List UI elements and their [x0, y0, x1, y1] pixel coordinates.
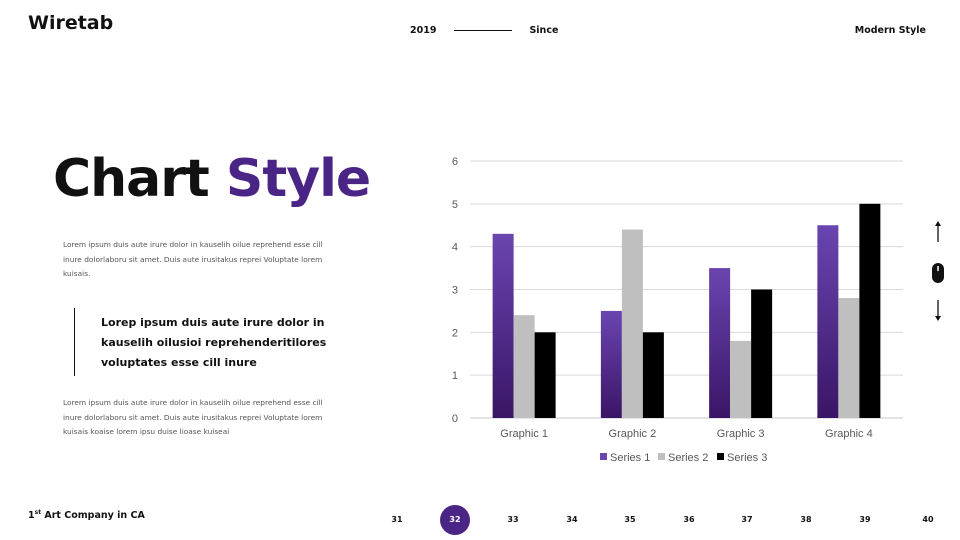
page-32[interactable]: 32 — [440, 505, 470, 535]
body-paragraph-1: Lorem ipsum duis aute irure dolor in kau… — [63, 240, 323, 278]
header-timeline: 2019 Since — [410, 25, 558, 36]
since-label: Since — [529, 25, 559, 36]
page-37[interactable]: 37 — [741, 515, 753, 524]
y-tick-label: 5 — [452, 199, 458, 211]
quote-text: Lorep ipsum duis aute irure dolor in kau… — [101, 316, 327, 369]
bar-series3-cat3 — [751, 289, 773, 418]
page-35[interactable]: 35 — [624, 515, 636, 524]
style-label: Modern Style — [854, 25, 926, 36]
bar-series3-cat2 — [642, 332, 664, 418]
y-tick-label: 1 — [452, 370, 458, 382]
company-ordinal: 1 — [28, 510, 35, 522]
x-tick-label: Graphic 1 — [500, 428, 548, 440]
y-tick-label: 2 — [452, 327, 458, 339]
company-text: Art Company in CA — [41, 510, 145, 522]
legend-label: Series 2 — [668, 452, 708, 464]
bar-series2-cat3 — [730, 340, 752, 418]
company-label: 1st Art Company in CA — [28, 509, 145, 521]
mouse-icon[interactable] — [927, 262, 949, 288]
x-tick-label: Graphic 3 — [717, 428, 765, 440]
bar-series3-cat4 — [859, 203, 881, 418]
timeline-divider — [454, 30, 513, 31]
bar-series1-cat4 — [817, 225, 839, 418]
company-ordinal-suffix: st — [34, 509, 42, 516]
y-tick-label: 0 — [452, 413, 458, 425]
page-38[interactable]: 38 — [800, 515, 812, 524]
y-tick-label: 6 — [452, 156, 458, 168]
page-36[interactable]: 36 — [683, 515, 695, 524]
bar-series1-cat1 — [492, 233, 514, 418]
arrow-down-icon[interactable] — [927, 298, 949, 324]
year-label: 2019 — [410, 25, 437, 36]
bar-series2-cat2 — [621, 229, 643, 418]
page-33[interactable]: 33 — [507, 515, 519, 524]
bar-series1-cat2 — [600, 310, 622, 418]
page-39[interactable]: 39 — [859, 515, 871, 524]
bar-series3-cat1 — [534, 332, 556, 418]
body-paragraph-2: Lorem ipsum duis aute irure dolor in kau… — [63, 398, 323, 436]
pagination: 31 32 33 34 35 36 37 38 39 40 — [380, 505, 940, 535]
page-40[interactable]: 40 — [922, 515, 934, 524]
chart-svg: 0 1 2 3 4 5 6 Graphic 1 Graphic 2 Graphic 3 Graphi… — [452, 156, 903, 464]
quote-divider — [74, 308, 75, 376]
y-tick-label: 3 — [452, 285, 458, 297]
x-tick-label: Graphic 4 — [825, 428, 873, 440]
title-word-2: Style — [225, 149, 371, 209]
x-tick-label: Graphic 2 — [609, 428, 657, 440]
page-31[interactable]: 31 — [391, 515, 403, 524]
legend-swatch — [658, 453, 665, 460]
y-tick-label: 4 — [452, 242, 458, 254]
scroll-controls — [927, 218, 949, 324]
title-word-1: Chart — [53, 149, 210, 209]
legend-label: Series 1 — [610, 452, 650, 464]
page-34[interactable]: 34 — [566, 515, 578, 524]
bar-chart: 0 1 2 3 4 5 6 Graphic 1 Graphic 2 Graphic 3 Graphi… — [440, 150, 920, 470]
legend-swatch — [600, 453, 607, 460]
legend-swatch — [717, 453, 724, 460]
bar-series2-cat4 — [838, 298, 860, 418]
bar-series2-cat1 — [513, 315, 535, 418]
brand-logo: Wiretab — [28, 12, 114, 34]
bar-series1-cat3 — [709, 268, 731, 418]
arrow-up-icon[interactable] — [927, 218, 949, 244]
legend-label: Series 3 — [727, 452, 767, 464]
slide-title: Chart Style — [53, 148, 371, 210]
